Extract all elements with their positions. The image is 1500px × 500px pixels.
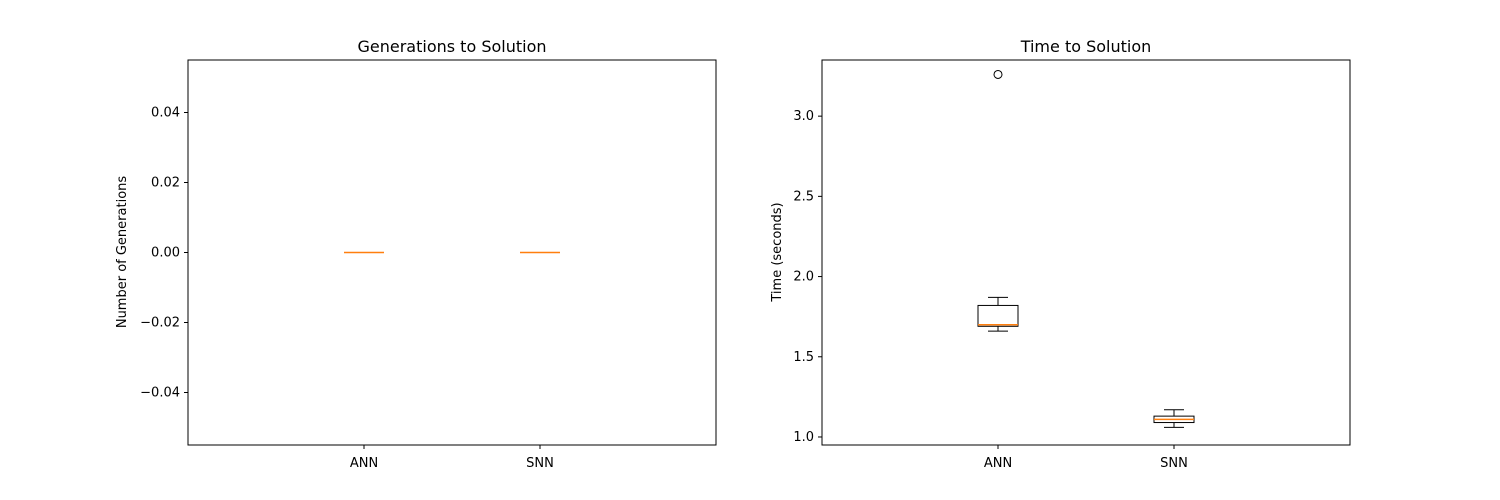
x-tick-label: SNN — [1160, 456, 1188, 471]
chart-title: Generations to Solution — [357, 37, 546, 56]
y-tick-label: −0.04 — [140, 386, 180, 401]
x-ticks: ANN SNN — [350, 445, 554, 471]
y-tick-label: 2.5 — [793, 189, 814, 204]
y-tick-label: 1.5 — [793, 350, 814, 365]
boxes — [977, 69, 1195, 428]
chart-generations-to-solution: Generations to Solution Number of Genera… — [115, 37, 717, 471]
chart-time-to-solution: Time to Solution Time (seconds) 1.0 1.5 2.… — [770, 37, 1351, 471]
x-tick-label: ANN — [350, 456, 378, 471]
x-tick-label: ANN — [984, 456, 1012, 471]
y-tick-label: 2.0 — [793, 270, 814, 285]
y-tick-label: −0.02 — [140, 316, 180, 331]
y-axis-label: Time (seconds) — [770, 202, 785, 302]
y-tick-label: 0.02 — [151, 176, 180, 191]
outlier-point — [993, 69, 1003, 79]
y-tick-label: 1.0 — [793, 430, 814, 445]
x-ticks: ANN SNN — [984, 445, 1188, 471]
y-tick-label: 3.0 — [793, 109, 814, 124]
chart-title: Time to Solution — [1020, 37, 1152, 56]
x-tick-label: SNN — [526, 456, 554, 471]
y-axis-label: Number of Generations — [115, 176, 130, 329]
y-ticks: −0.04 −0.02 0.00 0.02 0.04 — [140, 106, 188, 401]
plot-area-frame — [821, 59, 1351, 446]
y-tick-label: 0.04 — [151, 106, 180, 121]
y-tick-label: 0.00 — [151, 246, 180, 261]
box-iqr — [977, 304, 1019, 327]
y-ticks: 1.0 1.5 2.0 2.5 3.0 — [793, 109, 822, 445]
